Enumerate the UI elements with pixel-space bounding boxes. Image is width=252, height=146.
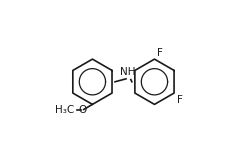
Text: O: O (78, 105, 86, 115)
Text: NH: NH (120, 67, 136, 77)
Text: H₃C: H₃C (55, 105, 74, 115)
Text: F: F (177, 95, 183, 105)
Text: F: F (157, 48, 163, 58)
